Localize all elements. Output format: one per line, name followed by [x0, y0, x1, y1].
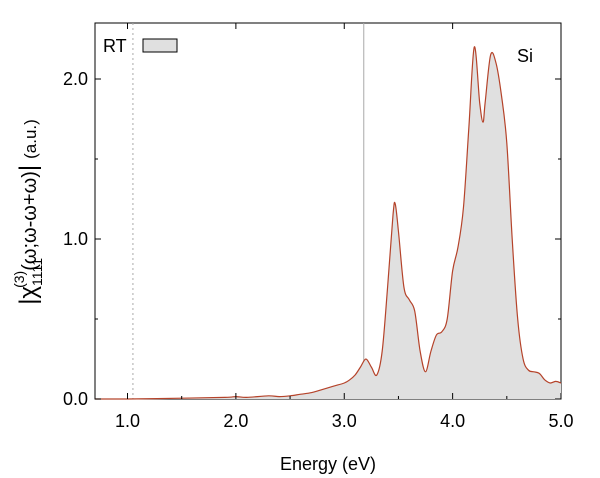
y-label-superscript: (3) — [11, 271, 27, 288]
y-label-chi: χ — [15, 286, 42, 299]
y-tick-label: 0.0 — [63, 389, 88, 409]
series-line-1 — [94, 46, 562, 400]
x-tick-label: 1.0 — [115, 411, 140, 431]
x-tick-label: 4.0 — [440, 411, 465, 431]
legend-swatch — [142, 38, 178, 53]
y-label-subscript: 1111 — [29, 258, 45, 286]
y-label-args: (ω;ω-ω+ω) — [19, 171, 41, 271]
legend: RT — [103, 36, 178, 56]
series-layer — [94, 46, 562, 400]
y-tick-labels: 0.0 1.0 2.0 — [63, 69, 88, 409]
x-axis-label: Energy (eV) — [280, 454, 376, 474]
reference-lines — [132, 23, 365, 399]
x-tick-labels: 1.0 2.0 3.0 4.0 5.0 — [115, 411, 574, 431]
y-tick-label: 1.0 — [63, 229, 88, 249]
x-tick-label: 3.0 — [332, 411, 357, 431]
y-label-bar-left: | — [15, 299, 42, 305]
ticks — [95, 23, 562, 400]
legend-label: RT — [103, 36, 127, 56]
y-label-bar-right: | — [15, 165, 42, 171]
x-tick-label: 5.0 — [548, 411, 573, 431]
y-label-units: (a.u.) — [21, 119, 40, 159]
x-tick-label: 2.0 — [223, 411, 248, 431]
y-tick-label: 2.0 — [63, 69, 88, 89]
y-axis-label: |χ1111(3)(ω;ω-ω+ω)|(a.u.) — [11, 119, 45, 305]
material-annotation: Si — [517, 46, 533, 66]
series-area-1 — [95, 46, 561, 400]
